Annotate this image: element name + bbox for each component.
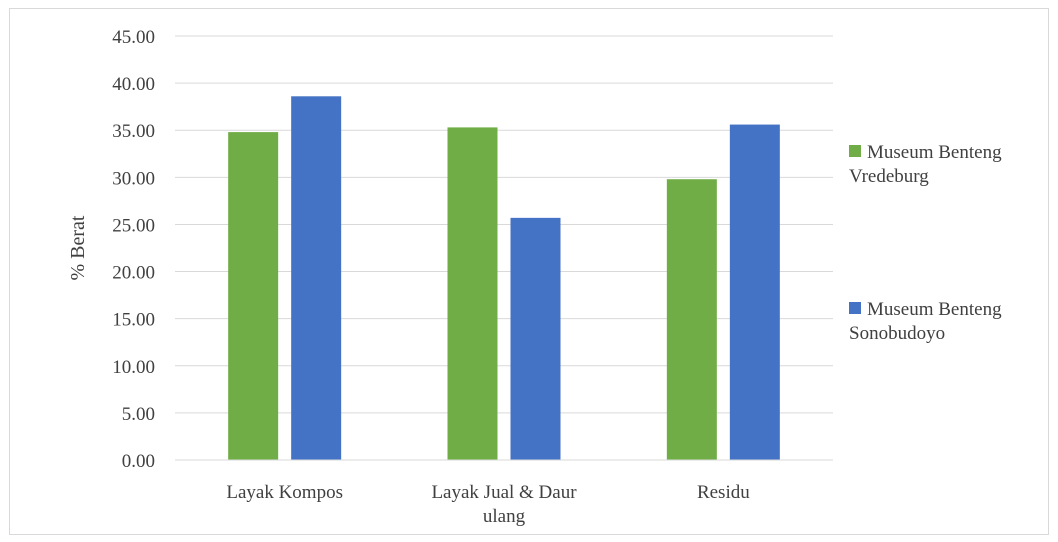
bar xyxy=(228,132,279,460)
y-tick-label: 20.00 xyxy=(112,263,155,284)
y-axis-title: % Berat xyxy=(67,215,89,280)
gridlines xyxy=(175,35,833,414)
bar xyxy=(729,124,780,461)
bar xyxy=(666,179,717,460)
x-tick-label: Residu xyxy=(697,482,750,503)
y-tick-label: 5.00 xyxy=(122,404,155,425)
y-tick-label: 35.00 xyxy=(112,121,155,142)
legend-swatch xyxy=(849,302,861,314)
x-tick-label: Layak Kompos xyxy=(226,482,343,503)
y-tick-label: 15.00 xyxy=(112,310,155,331)
x-tick-label: Layak Jual & Daur ulang xyxy=(431,482,577,527)
y-tick-label: 25.00 xyxy=(112,215,155,236)
legend-label: Museum Benteng Sonobudoyo xyxy=(849,299,1002,344)
y-tick-label: 0.00 xyxy=(122,451,155,472)
y-tick-label: 40.00 xyxy=(112,74,155,95)
bar xyxy=(510,217,561,460)
y-tick-label: 30.00 xyxy=(112,168,155,189)
y-tick-label: 45.00 xyxy=(112,27,155,48)
bar xyxy=(447,127,498,460)
legend-label: Museum Benteng Vredeburg xyxy=(849,142,1002,187)
legend-swatch xyxy=(849,145,861,157)
bars xyxy=(228,96,780,461)
axes: 0.00 5.00 10.00 15.00 20.00 25.00 30.00 35.00 40… xyxy=(112,27,833,527)
bar xyxy=(291,96,342,461)
legend: Museum Benteng Vredeburg Museum Benteng Son… xyxy=(849,142,1002,344)
y-tick-label: 10.00 xyxy=(112,357,155,378)
